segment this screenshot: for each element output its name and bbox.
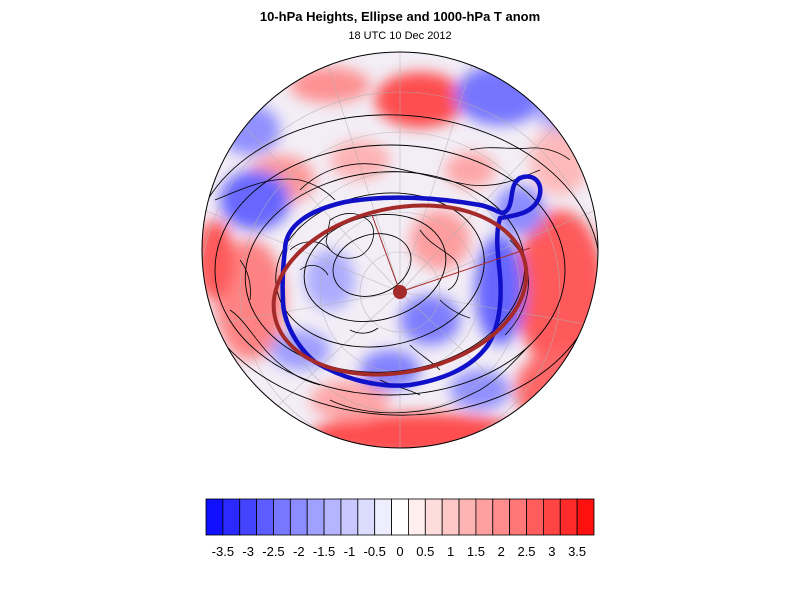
colorbar-box — [306, 498, 325, 536]
colorbar-tick-label: -0.5 — [363, 544, 385, 559]
colorbar-box — [576, 498, 595, 536]
colorbar-box — [340, 498, 359, 536]
colorbar-box — [256, 498, 274, 536]
ellipse-minor-axis — [371, 214, 401, 293]
colorbar-tick-label: 0.5 — [416, 544, 434, 559]
colorbar-box — [408, 498, 426, 536]
colorbar-box — [273, 498, 291, 536]
colorbar-tick-label: 3 — [548, 544, 555, 559]
map-title: 10-hPa Heights, Ellipse and 1000-hPa T a… — [259, 9, 541, 24]
ellipse-center-marker — [393, 285, 407, 299]
colorbar-box — [323, 498, 342, 536]
colorbar-tick-label: 3.5 — [568, 544, 586, 559]
colorbar-box — [559, 498, 578, 536]
map-subtitle: 18 UTC 10 Dec 2012 — [348, 30, 452, 42]
colorbar-tick-label: 2.5 — [517, 544, 535, 559]
colorbar-box — [289, 498, 308, 536]
ellipse-major-axis — [399, 247, 531, 293]
colorbar-tick-label: -1.5 — [313, 544, 335, 559]
colorbar-tick-label: -3.5 — [212, 544, 234, 559]
colorbar-box — [458, 498, 477, 536]
vortex-ellipse — [271, 203, 529, 377]
colorbar-tick-label: 0 — [396, 544, 403, 559]
colorbar-tick-label: -2.5 — [262, 544, 284, 559]
colorbar-box — [441, 498, 460, 536]
colorbar-tick-label: 1 — [447, 544, 454, 559]
colorbar-box — [492, 498, 511, 536]
colorbar-box — [542, 498, 561, 536]
colorbar-box — [424, 498, 443, 536]
colorbar-box — [475, 498, 494, 536]
colorbar-tick-label: -1 — [344, 544, 356, 559]
colorbar-box — [391, 498, 409, 536]
colorbar-tick-label: -3 — [242, 544, 254, 559]
colorbar-box — [239, 498, 258, 536]
colorbar-labels: -3.5 -3 -2.5 -2 -1.5 -1 -0.5 0 0.5 1 1.5 2 2.5 3 3.5 — [212, 544, 587, 559]
colorbar-tick-label: 2 — [498, 544, 505, 559]
colorbar-tick-label: -2 — [293, 544, 305, 559]
colorbar-box — [509, 498, 527, 536]
colorbar-box — [222, 498, 241, 536]
colorbar-tick-label: 1.5 — [467, 544, 485, 559]
colorbar-box — [357, 498, 376, 536]
colorbar-box — [205, 498, 224, 536]
colorbar-boxes — [205, 498, 595, 536]
colorbar-box — [374, 498, 392, 536]
colorbar-box — [526, 498, 544, 536]
globe-outline — [201, 51, 599, 449]
